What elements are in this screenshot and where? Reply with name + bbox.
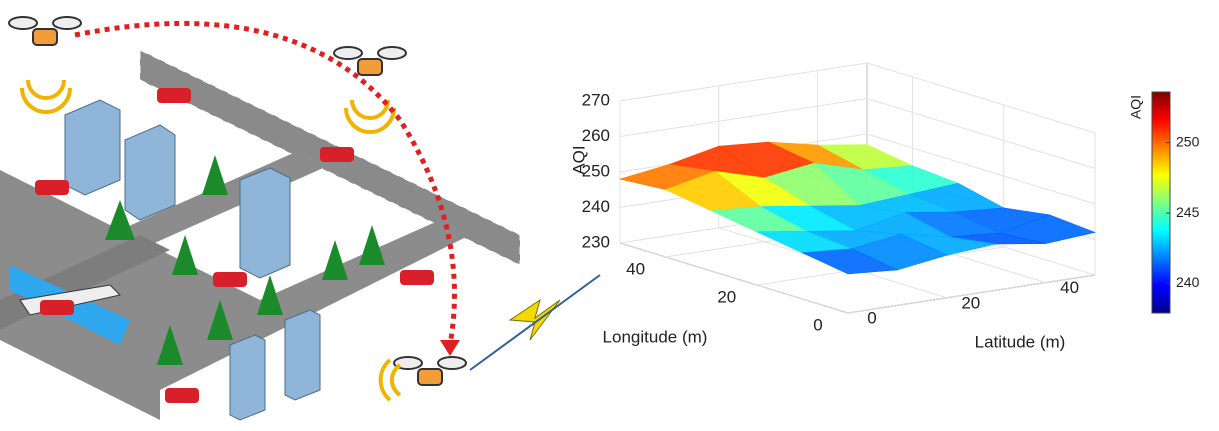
z-tick-label: 260 (582, 126, 610, 145)
colorbar-tick-label: 245 (1176, 204, 1200, 220)
x-axis-label: Longitude (m) (603, 327, 708, 346)
y-tick-label: 20 (961, 293, 980, 312)
y-tick-label: 40 (1060, 278, 1079, 297)
x-tick-label: 20 (717, 287, 736, 306)
grid-line (620, 63, 1095, 133)
city-illustration (0, 17, 600, 420)
y-axis-label: Latitude (m) (975, 332, 1066, 351)
z-tick-label: 270 (582, 90, 610, 109)
z-tick-label: 230 (582, 232, 610, 251)
x-tick-label: 0 (813, 315, 822, 334)
colorbar-label: AQI (1128, 95, 1144, 119)
z-tick-label: 250 (582, 161, 610, 180)
y-tick-label: 0 (867, 308, 876, 327)
colorbar (1152, 92, 1170, 313)
z-tick-label: 240 (582, 197, 610, 216)
x-tick-label: 40 (626, 259, 645, 278)
colorbar-tick-label: 250 (1176, 133, 1200, 149)
colorbar-tick-label: 240 (1176, 274, 1200, 290)
figure: AQI Longitude (m) Latitude (m) AQI 23024… (0, 0, 1219, 431)
